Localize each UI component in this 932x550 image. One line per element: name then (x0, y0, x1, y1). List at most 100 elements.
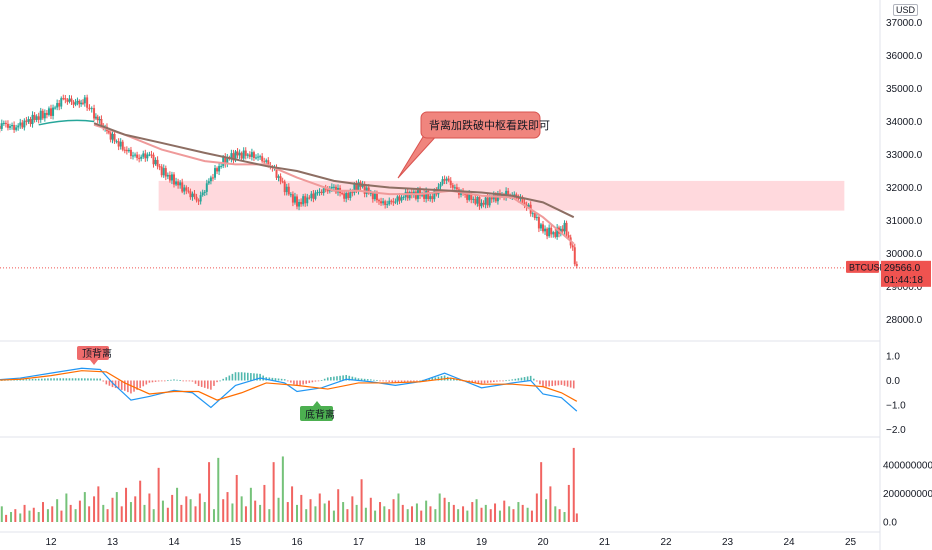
macd-histogram-bar (22, 379, 25, 381)
macd-histogram-bar (222, 378, 224, 381)
macd-histogram-bar (154, 380, 157, 382)
currency-label[interactable]: USD (892, 4, 918, 16)
candle-body (177, 181, 180, 186)
macd-histogram-bar (499, 380, 501, 382)
macd-line (0, 367, 578, 412)
macd-histogram-bar (572, 380, 575, 389)
candle-body (96, 116, 99, 121)
candle-body (220, 165, 223, 167)
macd-histogram-bar (456, 379, 458, 381)
macd-histogram-bar (569, 380, 572, 388)
candle-body (17, 125, 20, 128)
candle-body (455, 187, 458, 190)
candle-body (240, 152, 243, 159)
candle-body (257, 156, 260, 158)
volume-bar (263, 484, 266, 522)
volume-bar (369, 497, 372, 522)
candle-body (361, 184, 364, 187)
candle-body (129, 149, 132, 157)
volume-bar (503, 500, 506, 522)
macd-histogram-bar (545, 380, 547, 387)
volume-bar (148, 493, 151, 522)
macd-histogram-bar (182, 380, 185, 382)
candle-body (279, 176, 282, 182)
candle-body (234, 151, 237, 161)
candle-body (125, 149, 128, 152)
candle-body (300, 201, 303, 205)
candle-body (214, 168, 216, 178)
volume-bar (203, 502, 206, 522)
volume-bar (97, 486, 100, 522)
annotation-callout[interactable]: 背离加跌破中枢看跌即可 (397, 111, 550, 179)
candle-body (283, 181, 286, 193)
volume-bar (406, 509, 409, 522)
candle-body (64, 98, 67, 100)
time-tick-label: 24 (783, 537, 795, 548)
bottom-divergence-pointer (313, 401, 321, 406)
grid (0, 0, 881, 550)
candle-body (88, 107, 91, 110)
ma_fast-line (93, 123, 575, 245)
candle-body (45, 112, 48, 115)
macd-histogram-bar (87, 378, 89, 381)
candle-body (90, 108, 93, 110)
candle-body (330, 186, 333, 189)
macd-histogram-bar (363, 378, 366, 381)
candle-body (263, 161, 266, 163)
macd-histogram-bar (354, 377, 357, 381)
macd-histogram-bar (345, 374, 347, 381)
macd-histogram-bar (253, 373, 255, 381)
candle-body (298, 201, 301, 207)
candle-body (414, 191, 417, 199)
volume-bar (268, 509, 271, 522)
macd-histogram-bar (483, 380, 486, 384)
candle-body (546, 228, 549, 237)
macd-histogram-bar (403, 380, 406, 383)
price-tick-label: 30000.0 (886, 249, 923, 260)
volume-bar (462, 506, 465, 522)
candle-body (179, 182, 182, 186)
candle-body (13, 125, 16, 130)
candle-body (39, 110, 42, 120)
volume-tick-label: 0.0 (883, 518, 897, 529)
macd-histogram-bar (114, 380, 117, 389)
macd-histogram-bar (551, 380, 554, 387)
candle-body (482, 202, 485, 205)
candle-body (140, 156, 143, 159)
macd-histogram-bar (428, 378, 431, 381)
price-tick-label: 31000.0 (886, 216, 923, 227)
volume-bar (32, 507, 35, 522)
volume-bar (78, 500, 81, 522)
macd-histogram-bar (489, 380, 492, 383)
candle-body (289, 194, 292, 196)
macd-histogram-bar (259, 373, 261, 381)
macd-histogram-bar (16, 379, 18, 381)
macd-histogram-bar (105, 380, 108, 385)
macd-histogram-bar (231, 373, 234, 381)
candle-body (419, 190, 421, 196)
candle-body (193, 193, 196, 197)
volume-bar (198, 493, 201, 522)
candle-body (152, 154, 155, 165)
time-tick-label: 25 (845, 537, 857, 548)
candle-body (50, 108, 52, 116)
volume-bar (180, 504, 183, 522)
candle-body (449, 180, 452, 186)
candle-body (345, 192, 348, 199)
candle-body (211, 177, 214, 179)
top-divergence-label: 顶背离 (77, 346, 112, 365)
candle-body (74, 102, 77, 105)
candle-body (308, 197, 311, 199)
volume-bar (457, 509, 460, 522)
volume-bar (189, 499, 192, 522)
macd-histogram-bar (532, 378, 535, 381)
macd-tick-label: −1.0 (886, 401, 906, 412)
macd-histogram-bar (330, 377, 332, 381)
macd-histogram-bar (437, 376, 440, 381)
macd-histogram-bar (333, 376, 335, 381)
macd-histogram-bar (397, 380, 400, 383)
candle-body (11, 125, 14, 127)
candle-body (6, 123, 9, 128)
time-tick-label: 17 (353, 537, 365, 548)
